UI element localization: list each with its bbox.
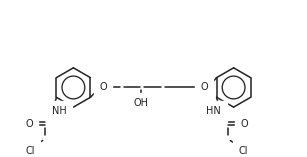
Text: NH: NH bbox=[52, 106, 67, 116]
Text: O: O bbox=[240, 119, 248, 129]
Text: Cl: Cl bbox=[25, 146, 35, 156]
Text: OH: OH bbox=[134, 98, 149, 108]
Text: HN: HN bbox=[206, 106, 221, 116]
Text: Cl: Cl bbox=[238, 146, 248, 156]
Text: O: O bbox=[99, 82, 107, 92]
Text: O: O bbox=[200, 82, 208, 92]
Text: O: O bbox=[25, 119, 33, 129]
